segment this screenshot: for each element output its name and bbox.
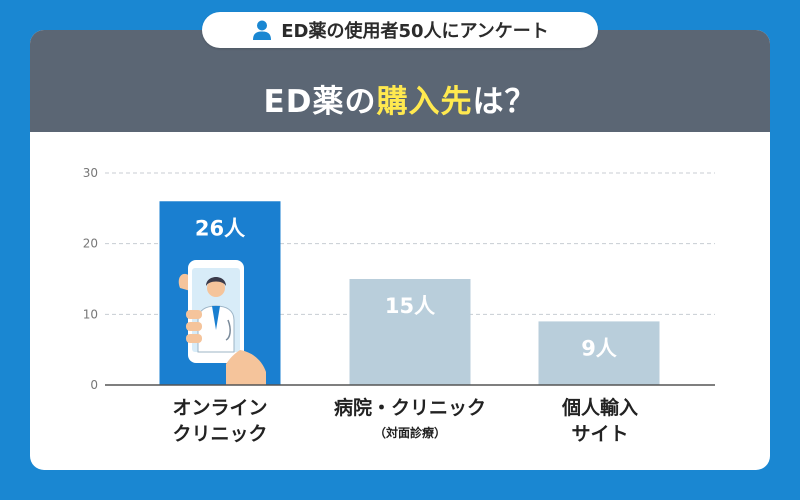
x-label-online-clinic: オンライン クリニック [150,395,290,447]
title-suffix: は？ [472,84,537,120]
x-label-line: クリニック [172,423,268,445]
bar-value-label: 26人 [195,216,245,240]
x-label-line: サイト [571,423,629,445]
y-tick-label: 0 [90,378,98,392]
bar-value-label: 15人 [385,294,435,318]
chart-card: ED薬の購入先は？ 0 10 20 30 26人 15人 9人 オンライン クリニック 病院… [30,30,770,470]
y-tick-label: 20 [83,237,98,251]
chart-title: ED薬の購入先は？ [30,76,770,121]
smartphone-doctor-icon [178,260,266,385]
bar-value-label: 9人 [581,336,617,360]
x-label-line: オンライン [172,397,268,419]
title-highlight: 購入先 [376,84,473,120]
bar [349,279,471,385]
survey-badge: ED薬の使用者50人にアンケート [202,12,598,48]
x-label-subline: （対面診療） [373,426,446,440]
x-label-personal-import: 個人輸入 サイト [550,395,650,447]
x-label-line: 病院・クリニック [333,397,486,419]
bar [538,321,660,385]
x-label-hospital-clinic: 病院・クリニック （対面診療） [310,395,510,441]
title-prefix: ED薬の [263,84,377,120]
bar-chart: 0 10 20 30 26人 15人 9人 [83,166,715,392]
survey-label: ED薬の使用者50人にアンケート [281,21,549,42]
person-icon [253,20,272,40]
y-tick-label: 10 [83,307,98,321]
y-tick-label: 30 [83,166,98,180]
x-label-line: 個人輸入 [561,397,638,419]
